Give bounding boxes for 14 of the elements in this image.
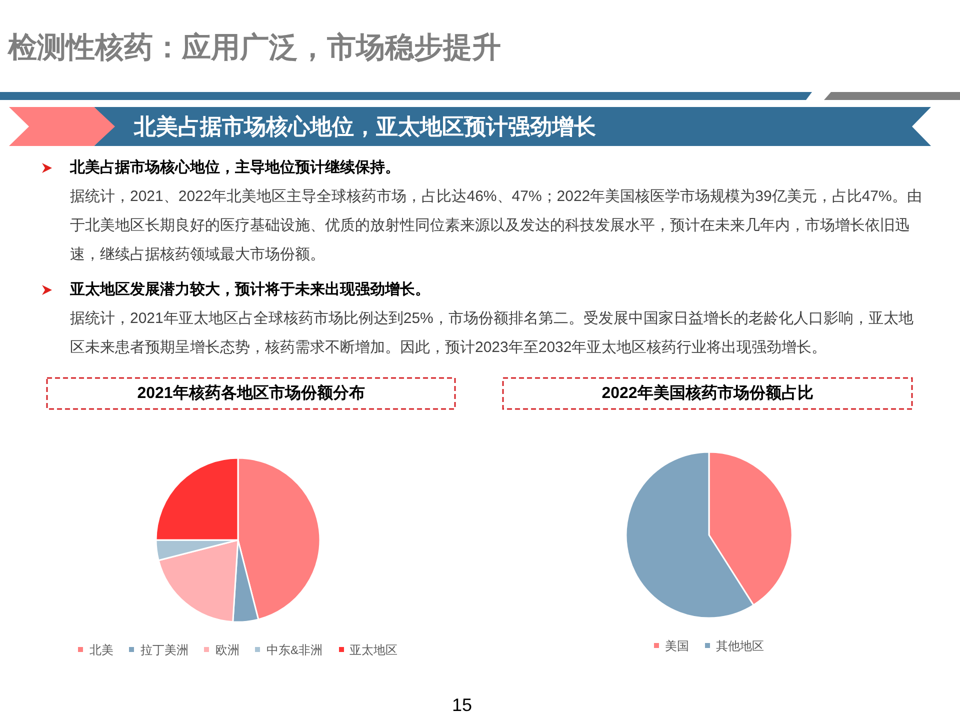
text: 据统计，2021、2022年北美地区主导全球核药市场，占比达46%、47%；2022年美国核医学市场规模为39亿美元，占比47%。由于北美地区长期良好的医疗基础设施、优质的放射性同位素来源以及发达的科技发展水平，预计在未来几年内，市场增长依旧迅速，继续占据核药领域最大市场份额。 [70, 187, 923, 265]
legend-label: 其他地区 [716, 639, 764, 653]
legend-label: 欧洲 [215, 643, 240, 657]
legend-label: 美国 [665, 639, 689, 653]
text: 北美占据市场核心地位，主导地位预计继续保持。 [70, 158, 401, 178]
legend-label: 中东&非洲 [266, 643, 322, 657]
legend-label: 北美 [89, 643, 114, 657]
text: 15 [450, 694, 474, 716]
text: 北美占据市场核心地位，亚太地区预计强劲增长 [134, 113, 596, 141]
text: 据统计，2021年亚太地区占全球核药市场比例达到25%，市场份额排名第二。受发展中国家日益增长的老龄化人口影响，亚太地区未来患者预期呈增长态势，核药需求不断增加。因此，预计2023年至2032年亚太地区核药行业将出现强劲增长。 [70, 309, 914, 358]
legend-label: 亚太地区 [350, 643, 398, 657]
text: 亚太地区发展潜力较大，预计将于未来出现强劲增长。 [70, 280, 431, 300]
text: 检测性核药：应用广泛，市场稳步提升 [8, 30, 501, 66]
legend-label: 拉丁美洲 [140, 643, 188, 657]
